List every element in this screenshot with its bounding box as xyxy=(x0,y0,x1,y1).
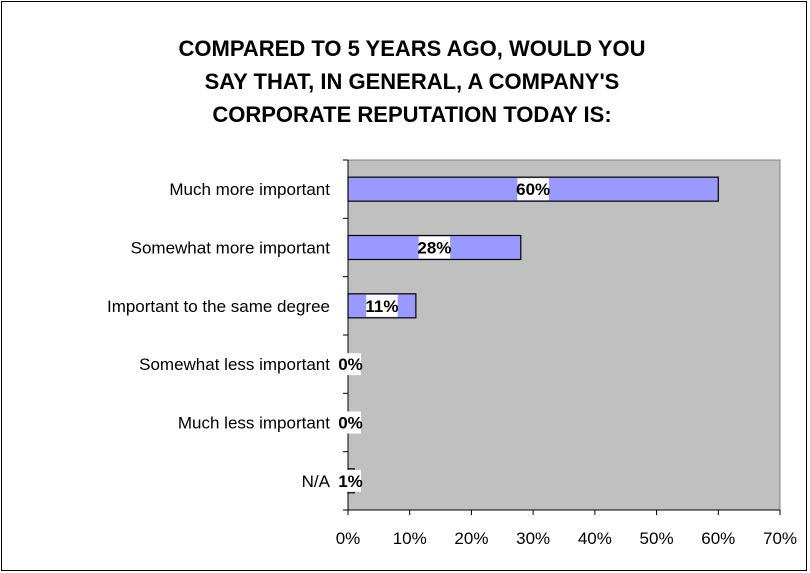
data-label: 11% xyxy=(365,297,398,316)
data-label: 0% xyxy=(338,355,363,374)
category-label: Important to the same degree xyxy=(107,297,330,316)
data-label-background xyxy=(340,353,361,376)
x-tick-label: 50% xyxy=(640,529,674,548)
x-tick-label: 0% xyxy=(336,529,361,548)
data-label: 28% xyxy=(417,239,451,258)
data-label-background xyxy=(418,236,451,259)
category-label: Somewhat less important xyxy=(139,355,330,374)
data-label: 0% xyxy=(338,414,363,433)
x-tick-label: 30% xyxy=(516,529,550,548)
data-label-background xyxy=(340,411,361,434)
x-tick-label: 60% xyxy=(701,529,735,548)
data-label: 1% xyxy=(338,472,363,491)
x-tick-label: 40% xyxy=(578,529,612,548)
x-tick-label: 20% xyxy=(454,529,488,548)
labels-group: Much more important 60% Somewhat more impo… xyxy=(107,178,550,492)
data-label-background xyxy=(517,178,549,201)
plot-area xyxy=(347,159,781,511)
x-tick-label: 10% xyxy=(393,529,427,548)
axes-group: 0% 10% 20% 30% 40% 50% 60% 70% xyxy=(336,159,797,548)
data-label-background xyxy=(340,469,361,492)
data-label: 60% xyxy=(516,180,550,199)
x-tick-label: 70% xyxy=(763,529,797,548)
category-label: Much less important xyxy=(178,414,330,433)
chart-title: COMPARED TO 5 YEARS AGO, WOULD YOU SAY T… xyxy=(178,36,646,127)
category-label: N/A xyxy=(302,472,331,491)
category-label: Much more important xyxy=(169,180,330,199)
data-label-background xyxy=(366,294,398,317)
category-label: Somewhat more important xyxy=(131,239,331,258)
